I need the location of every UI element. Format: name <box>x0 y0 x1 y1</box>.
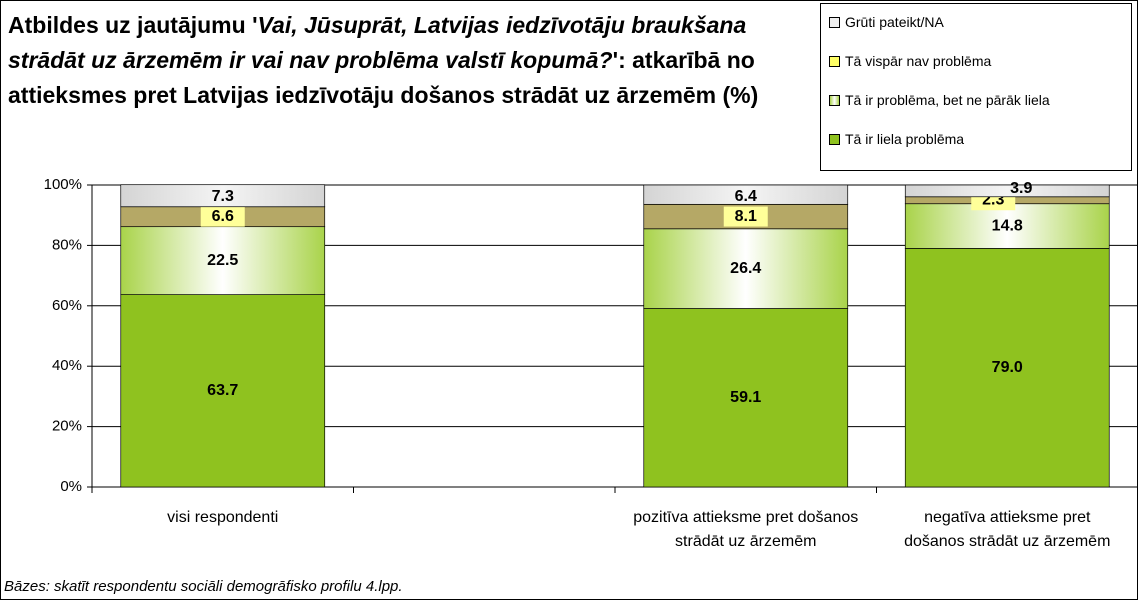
legend-swatch <box>829 133 840 145</box>
x-tick-label: negatīva attieksme pret došanos strādāt … <box>904 509 1111 550</box>
value-label: 63.7 <box>207 382 238 399</box>
bar-segment <box>643 308 849 488</box>
y-tick-label: 0% <box>60 478 82 495</box>
legend-swatch <box>829 94 840 106</box>
value-label: 79.0 <box>992 359 1023 376</box>
value-label: 22.5 <box>207 252 238 269</box>
legend-swatch <box>829 16 840 28</box>
legend-item: Tā vispār nav problēma <box>829 51 991 71</box>
value-label: 8.1 <box>735 208 757 225</box>
title-question: Vai, Jūsuprāt, Latvijas iedzīvotāju brau… <box>8 12 747 73</box>
bar-segment <box>120 294 326 488</box>
value-label: 3.9 <box>1010 180 1032 197</box>
legend-item: Tā ir liela problēma <box>829 129 964 149</box>
x-tick-label: visi respondenti <box>167 509 279 526</box>
legend-item: Tā ir problēma, bet ne pārāk liela <box>829 90 1050 110</box>
bar-segment <box>904 203 1110 249</box>
bar-segment <box>643 228 849 309</box>
footnote: Bāzes: skatīt respondentu sociāli demogr… <box>4 578 403 595</box>
chart-title: Atbildes uz jautājumu 'Vai, Jūsuprāt, La… <box>8 8 808 113</box>
value-label: 7.3 <box>212 188 234 205</box>
legend-label: Tā vispār nav problēma <box>845 53 992 69</box>
label-box <box>723 206 768 227</box>
legend-label: Tā ir liela problēma <box>845 131 965 147</box>
value-label: 26.4 <box>730 260 761 277</box>
y-tick-label: 40% <box>52 357 82 374</box>
value-label: 6.4 <box>735 188 757 205</box>
value-label: 14.8 <box>992 217 1023 234</box>
bar-segment <box>643 184 849 205</box>
y-tick-label: 20% <box>52 418 82 435</box>
y-tick-label: 60% <box>52 297 82 314</box>
bar-segment <box>120 226 326 295</box>
title-part: ': atkarībā no attieksmes pret Latvijas … <box>8 47 759 108</box>
legend-item: Grūti pateikt/NA <box>829 12 944 32</box>
legend-label: Tā ir problēma, bet ne pārāk liela <box>845 92 1050 108</box>
bar-segment <box>904 184 1110 198</box>
title-part: Atbildes uz jautājumu ' <box>8 12 258 38</box>
bar-segment <box>904 248 1110 488</box>
y-tick-label: 100% <box>44 176 82 193</box>
x-tick-label: pozitīva attieksme pret došanos strādāt … <box>633 509 859 550</box>
y-tick-label: 80% <box>52 236 82 253</box>
label-box <box>200 206 245 227</box>
legend: Tā ir liela problēma Tā ir problēma, bet … <box>820 3 1132 171</box>
value-label: 6.6 <box>212 208 234 225</box>
bar-segment <box>120 184 326 208</box>
legend-swatch <box>829 55 840 67</box>
legend-label: Grūti pateikt/NA <box>845 14 944 30</box>
value-label: 59.1 <box>730 389 761 406</box>
